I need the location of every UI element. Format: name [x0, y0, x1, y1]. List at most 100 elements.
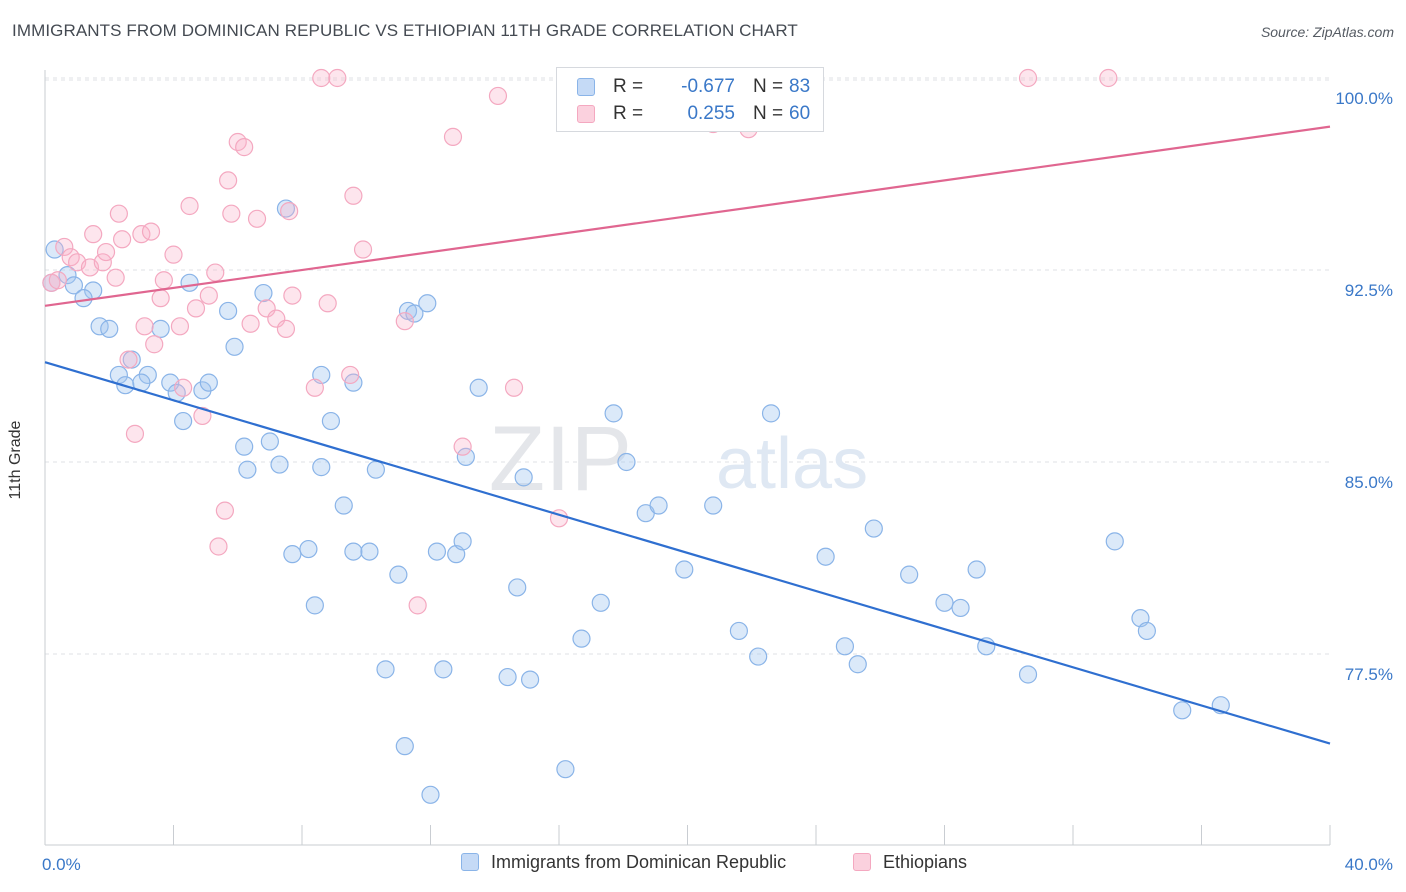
points-layer: [42, 68, 1230, 804]
point-ethiopian: [112, 230, 132, 249]
point-dominican: [58, 266, 77, 285]
point-ethiopian: [96, 242, 116, 262]
point-ethiopian: [84, 225, 103, 244]
point-dominican: [344, 542, 363, 561]
point-dominican: [556, 760, 575, 779]
point-ethiopian: [145, 335, 164, 354]
point-ethiopian: [186, 299, 206, 318]
point-ethiopian: [1018, 68, 1038, 88]
point-dominican: [761, 404, 781, 423]
point-ethiopian: [164, 245, 183, 264]
point-dominican: [749, 647, 768, 666]
tick-labels-layer: 77.5% 85.0% 92.5% 100.0% 0.0% 40.0%: [42, 89, 1393, 874]
point-dominican: [151, 319, 170, 338]
point-ethiopian: [206, 263, 225, 282]
point-dominican: [235, 437, 254, 456]
point-dominican: [254, 283, 273, 303]
point-dominican: [729, 621, 749, 641]
point-dominican: [951, 598, 970, 618]
point-dominican: [649, 496, 668, 515]
point-ethiopian: [443, 127, 463, 146]
point-dominican: [74, 289, 93, 308]
trendline-ethiopian: [44, 125, 1331, 307]
legend-r-value: -0.677: [681, 76, 735, 97]
point-ethiopian: [170, 317, 190, 336]
point-dominican: [704, 496, 723, 515]
point-dominican: [334, 496, 353, 515]
point-dominican: [299, 539, 318, 559]
point-dominican: [498, 667, 517, 687]
point-ethiopian: [141, 222, 161, 241]
point-ethiopian: [344, 186, 363, 205]
point-ethiopian: [209, 537, 228, 556]
point-ethiopian: [215, 501, 234, 520]
point-ethiopian: [341, 365, 360, 385]
point-dominican: [1105, 532, 1124, 551]
point-dominican: [312, 458, 331, 477]
legend-label-ethiopians: Ethiopians: [883, 852, 968, 872]
point-ethiopian: [125, 424, 145, 443]
point-dominican: [675, 560, 694, 579]
point-dominican: [514, 468, 533, 487]
point-dominican: [967, 560, 986, 579]
point-ethiopian: [193, 406, 212, 426]
point-dominican: [199, 373, 218, 392]
point-ethiopian: [280, 202, 299, 221]
point-dominican: [321, 411, 341, 431]
point-dominican: [1018, 665, 1038, 684]
point-ethiopian: [488, 86, 508, 106]
legend-r-label: R =: [613, 76, 644, 97]
point-ethiopian: [408, 596, 427, 615]
point-dominican: [816, 547, 835, 566]
point-ethiopian: [109, 204, 128, 223]
watermark-zip: ZIP: [489, 408, 632, 510]
point-ethiopian: [318, 294, 337, 313]
legend-n-label: N =: [753, 103, 784, 124]
point-dominican: [434, 660, 453, 679]
legend-n-value: 60: [789, 103, 811, 124]
point-dominican: [604, 404, 623, 423]
point-dominican: [421, 785, 440, 804]
point-ethiopian: [328, 68, 347, 88]
source-label: Source: ZipAtlas.com: [1260, 24, 1394, 40]
point-ethiopian: [283, 286, 302, 305]
point-dominican: [456, 447, 475, 466]
point-dominican: [100, 319, 119, 338]
point-dominican: [180, 273, 199, 292]
point-dominican: [591, 593, 610, 612]
trendline-dominican: [44, 361, 1331, 745]
x-tick-label: 40.0%: [1345, 855, 1393, 874]
point-dominican: [935, 593, 954, 612]
point-ethiopian: [305, 378, 324, 397]
point-dominican: [418, 294, 437, 313]
legend-n-label: N =: [753, 76, 784, 97]
point-ethiopian: [48, 271, 67, 290]
point-dominican: [508, 578, 527, 597]
legend-n-value: 83: [789, 76, 811, 97]
point-dominican: [848, 655, 867, 674]
axes-layer: [44, 70, 1331, 846]
point-dominican: [405, 304, 424, 323]
point-dominican: [1173, 701, 1192, 720]
point-ethiopian: [395, 312, 414, 331]
watermark-atlas: atlas: [716, 424, 868, 504]
point-dominican: [1137, 621, 1156, 641]
legend-r-value: 0.255: [687, 103, 735, 124]
point-ethiopian: [353, 240, 373, 259]
point-dominican: [864, 519, 883, 538]
point-dominican: [238, 460, 257, 479]
point-dominican: [366, 460, 385, 479]
point-dominican: [900, 565, 919, 584]
point-dominican: [835, 637, 855, 656]
point-ethiopian: [199, 286, 218, 305]
point-dominican: [520, 670, 540, 689]
y-tick-label: 100.0%: [1335, 89, 1393, 108]
point-dominican: [270, 455, 289, 474]
point-dominican: [427, 542, 447, 561]
legend-r-label: R =: [613, 103, 644, 124]
legend-swatch-dominican: [577, 78, 595, 96]
point-ethiopian: [276, 319, 296, 338]
point-dominican: [64, 276, 84, 295]
point-ethiopian: [151, 289, 170, 308]
